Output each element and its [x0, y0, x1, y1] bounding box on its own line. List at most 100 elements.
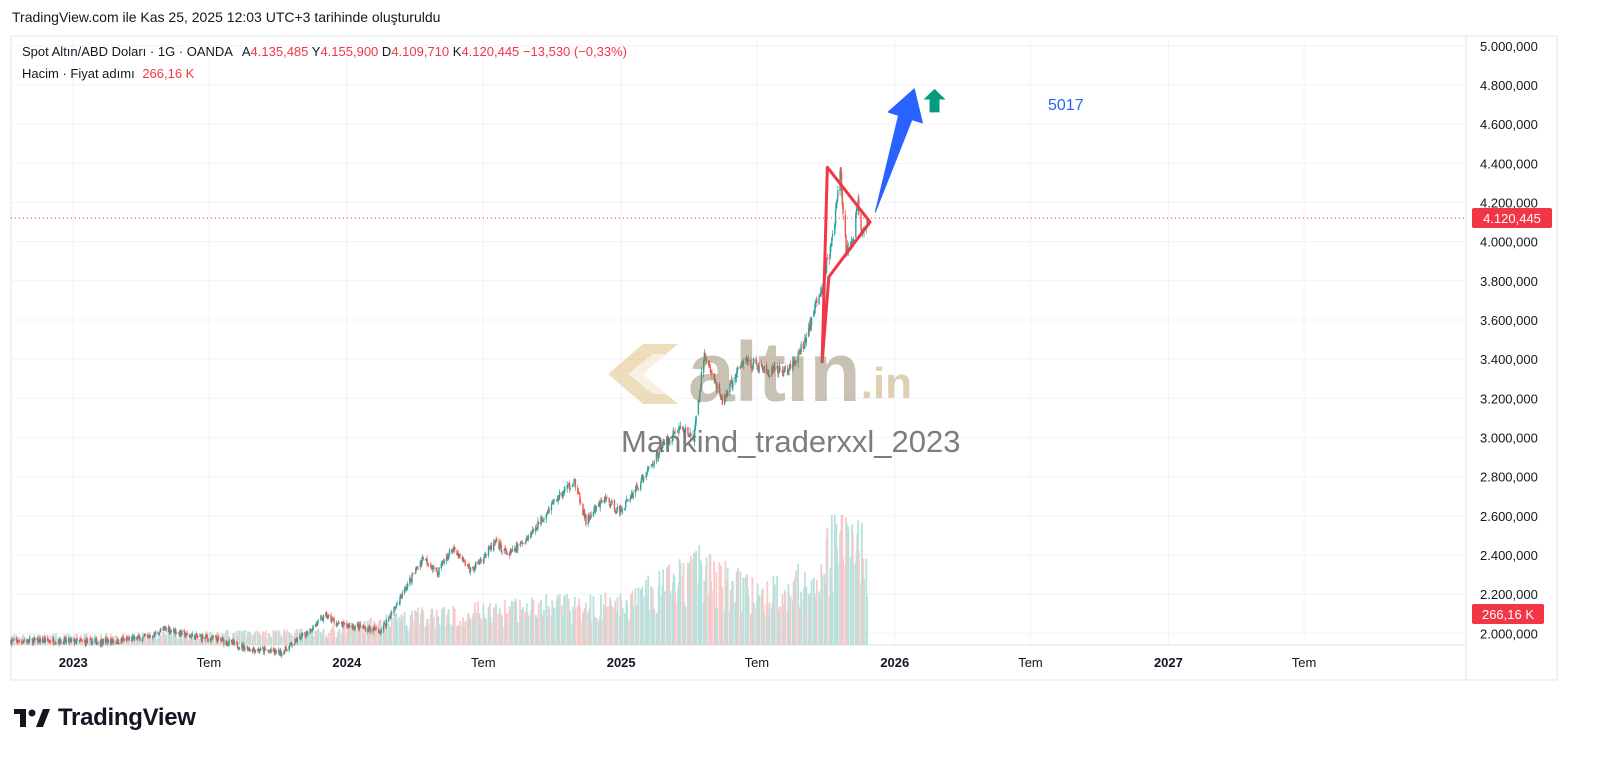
- legend-volume[interactable]: Hacim · Fiyat adımı 266,16 K: [22, 66, 194, 81]
- candle-body: [238, 648, 240, 650]
- candle-body: [435, 567, 437, 569]
- candle-body: [837, 190, 839, 199]
- candle-body: [803, 347, 805, 349]
- candle-body: [663, 441, 665, 446]
- candle-body: [541, 516, 543, 522]
- candle-body: [427, 565, 430, 566]
- volume-bar: [768, 602, 771, 645]
- y-tick-label: 3.200,000: [1480, 391, 1538, 406]
- candle-body: [813, 309, 816, 311]
- legend-volume-label[interactable]: Hacim · Fiyat adımı: [22, 66, 135, 81]
- volume-bar: [212, 638, 215, 645]
- candle-body: [855, 213, 857, 238]
- candle-body: [226, 641, 228, 645]
- candle-body: [753, 359, 755, 363]
- candle-body: [270, 648, 272, 653]
- candle-body: [527, 535, 529, 541]
- candle-body: [254, 649, 257, 653]
- legend-close: 4.120,445: [461, 44, 520, 59]
- candle-body: [199, 634, 202, 637]
- candle-body: [107, 639, 110, 643]
- candle-body: [47, 637, 49, 641]
- candle-body: [222, 639, 224, 641]
- y-tick-label: 3.000,000: [1480, 430, 1538, 445]
- volume-bar: [168, 632, 171, 645]
- candle-body: [645, 474, 648, 477]
- candle-body: [379, 632, 381, 634]
- volume-bar: [773, 584, 776, 645]
- volume-bar: [406, 631, 409, 645]
- candle-body: [609, 503, 612, 506]
- candle-body: [325, 612, 328, 618]
- candle-body: [674, 431, 676, 433]
- candle-body: [404, 587, 406, 590]
- candle-body: [677, 432, 679, 433]
- candle-body: [258, 648, 260, 652]
- candle-body: [301, 632, 304, 636]
- candle-body: [80, 640, 83, 641]
- candle-body: [587, 515, 589, 525]
- candle-body: [128, 638, 131, 639]
- candle-body: [720, 398, 723, 400]
- candle-body: [697, 400, 700, 415]
- candle-body: [836, 199, 838, 202]
- candle-body: [709, 367, 712, 373]
- candle-body: [445, 556, 448, 562]
- candle-body: [157, 634, 160, 636]
- candle-body: [37, 637, 39, 643]
- candle-body: [165, 627, 167, 630]
- candle-body: [363, 625, 365, 629]
- candle-body: [668, 439, 670, 444]
- tradingview-logo[interactable]: TradingView: [14, 704, 196, 732]
- candle-body: [589, 518, 591, 520]
- time-axis[interactable]: 2023 Tem 2024 Tem 2025 Tem 2026 Tem 2027 Tem: [59, 655, 1317, 670]
- volume-bar: [716, 608, 719, 645]
- candle-body: [201, 635, 203, 642]
- candle-body: [247, 647, 249, 651]
- candle-body: [762, 370, 765, 372]
- candle-body: [737, 368, 739, 370]
- candle-body: [131, 636, 134, 641]
- candle-body: [107, 639, 109, 644]
- candle-body: [295, 639, 298, 643]
- candle-body: [251, 648, 254, 652]
- candle-body: [655, 452, 658, 461]
- candle-body: [441, 563, 443, 565]
- candle-body: [457, 553, 459, 556]
- candle-body: [231, 641, 233, 644]
- volume-bar: [689, 556, 692, 645]
- volume-bar: [679, 563, 682, 645]
- candle-body: [421, 556, 424, 560]
- candle-body: [784, 367, 787, 369]
- candle-body: [28, 640, 30, 643]
- candle-body: [71, 639, 73, 641]
- volume-bar: [674, 593, 677, 645]
- candle-body: [537, 521, 539, 529]
- candle-body: [719, 392, 721, 397]
- candle-body: [180, 630, 182, 635]
- candle-body: [795, 360, 797, 363]
- candle-body: [479, 559, 481, 563]
- candle-body: [506, 553, 508, 555]
- candle-body: [11, 640, 13, 645]
- price-axis[interactable]: 2.000,000 2.200,000 2.400,000 2.600,000 2.80…: [1480, 39, 1538, 641]
- candle-body: [285, 646, 287, 650]
- legend-symbol[interactable]: Spot Altın/ABD Doları · 1G · OANDA: [22, 44, 233, 59]
- candle-body: [567, 484, 569, 487]
- volume-bar: [398, 616, 401, 645]
- volume-bar: [522, 607, 524, 645]
- candle-body: [377, 630, 380, 632]
- candle-body: [59, 639, 62, 644]
- candle-body: [406, 587, 408, 589]
- volume-bar: [700, 564, 703, 645]
- candle-body: [498, 541, 500, 550]
- candle-body: [264, 647, 266, 650]
- volume-bar: [815, 580, 818, 645]
- candle-body: [813, 311, 815, 317]
- candle-body: [356, 624, 359, 627]
- target-annotation[interactable]: 5017: [1048, 97, 1084, 114]
- legend-ohlc[interactable]: Spot Altın/ABD Doları · 1G · OANDA A4.13…: [22, 44, 627, 59]
- candle-body: [349, 625, 351, 628]
- volume-bar: [574, 608, 577, 645]
